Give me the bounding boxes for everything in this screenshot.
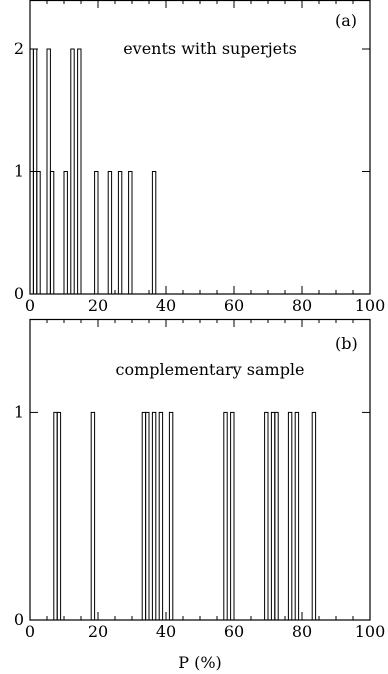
histogram-bar xyxy=(90,411,96,621)
histogram-bar xyxy=(294,411,300,621)
histogram-bar xyxy=(36,171,41,295)
histogram-bar xyxy=(223,411,228,621)
y-tick-label: 0 xyxy=(14,284,24,303)
histogram-bar xyxy=(70,48,75,295)
histogram-bar xyxy=(168,411,174,621)
histogram-bar xyxy=(230,411,235,621)
panel-caption: complementary sample xyxy=(115,360,304,379)
x-axis-title: P (%) xyxy=(178,653,222,672)
y-tick-label: 2 xyxy=(14,39,24,58)
histogram-bar xyxy=(158,411,164,621)
x-tick-label: 100 xyxy=(355,296,386,315)
histogram-bar xyxy=(117,171,123,295)
x-tick-label: 100 xyxy=(355,622,386,641)
histogram-bar xyxy=(311,411,317,621)
histogram-bar xyxy=(46,48,51,295)
x-tick-label: 80 xyxy=(292,296,312,315)
histogram-bar xyxy=(53,411,58,621)
y-tick-label: 0 xyxy=(14,610,24,629)
histogram-bar xyxy=(274,411,279,621)
histogram-bar xyxy=(56,411,62,621)
x-tick-label: 60 xyxy=(224,296,244,315)
x-tick-label: 60 xyxy=(224,622,244,641)
panel-label: (b) xyxy=(335,334,358,353)
x-tick-label: 20 xyxy=(88,296,108,315)
y-tick-label: 1 xyxy=(14,162,24,181)
histogram-bar xyxy=(151,171,157,295)
histogram-bar xyxy=(94,171,99,295)
y-tick-label: 1 xyxy=(14,402,24,421)
histogram-bar xyxy=(151,411,157,621)
panel-caption: events with superjets xyxy=(123,39,297,58)
histogram-bar xyxy=(270,411,276,621)
histogram-bar xyxy=(107,171,113,295)
x-tick-label: 40 xyxy=(156,622,176,641)
histogram-bar xyxy=(128,171,133,295)
histogram-bar xyxy=(287,411,293,621)
histogram-bar xyxy=(145,411,150,621)
histogram-bar xyxy=(264,411,269,621)
x-tick-label: 0 xyxy=(25,296,35,315)
histogram-bar xyxy=(141,411,147,621)
x-tick-label: 80 xyxy=(292,622,312,641)
x-tick-label: 0 xyxy=(25,622,35,641)
histogram-bar xyxy=(63,171,68,295)
x-tick-label: 40 xyxy=(156,296,176,315)
panel-label: (a) xyxy=(335,11,357,30)
histogram-bar xyxy=(77,48,82,295)
histogram-bar xyxy=(49,171,55,295)
x-tick-label: 20 xyxy=(88,622,108,641)
